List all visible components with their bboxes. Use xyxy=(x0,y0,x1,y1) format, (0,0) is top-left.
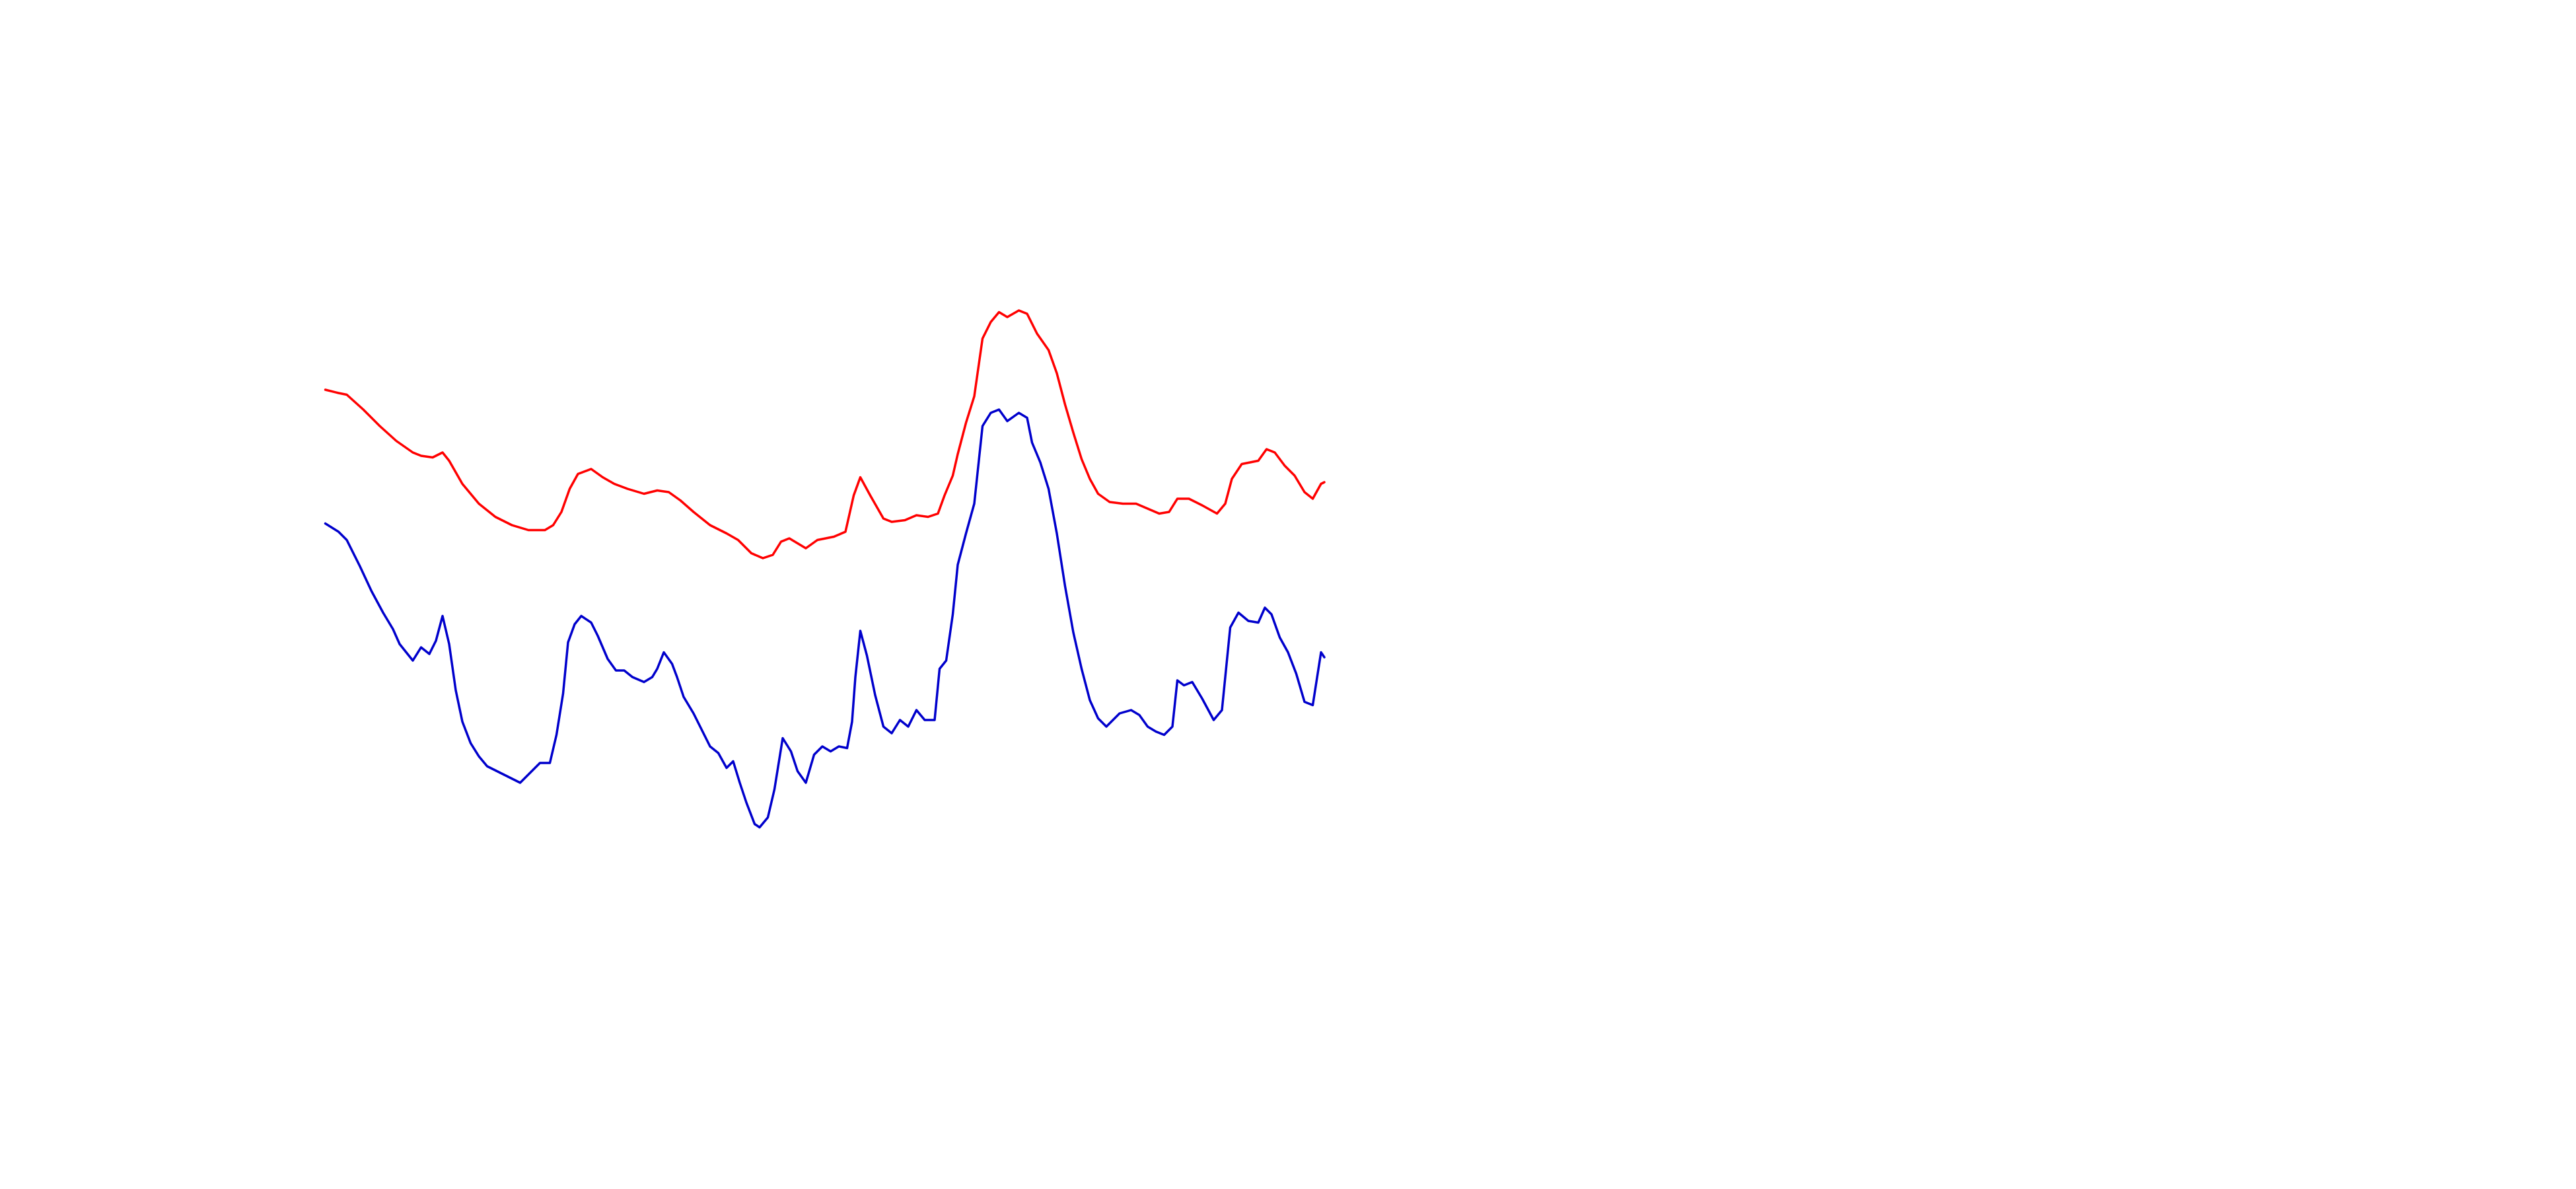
line-series xyxy=(324,309,1326,559)
line-series xyxy=(324,408,1326,829)
